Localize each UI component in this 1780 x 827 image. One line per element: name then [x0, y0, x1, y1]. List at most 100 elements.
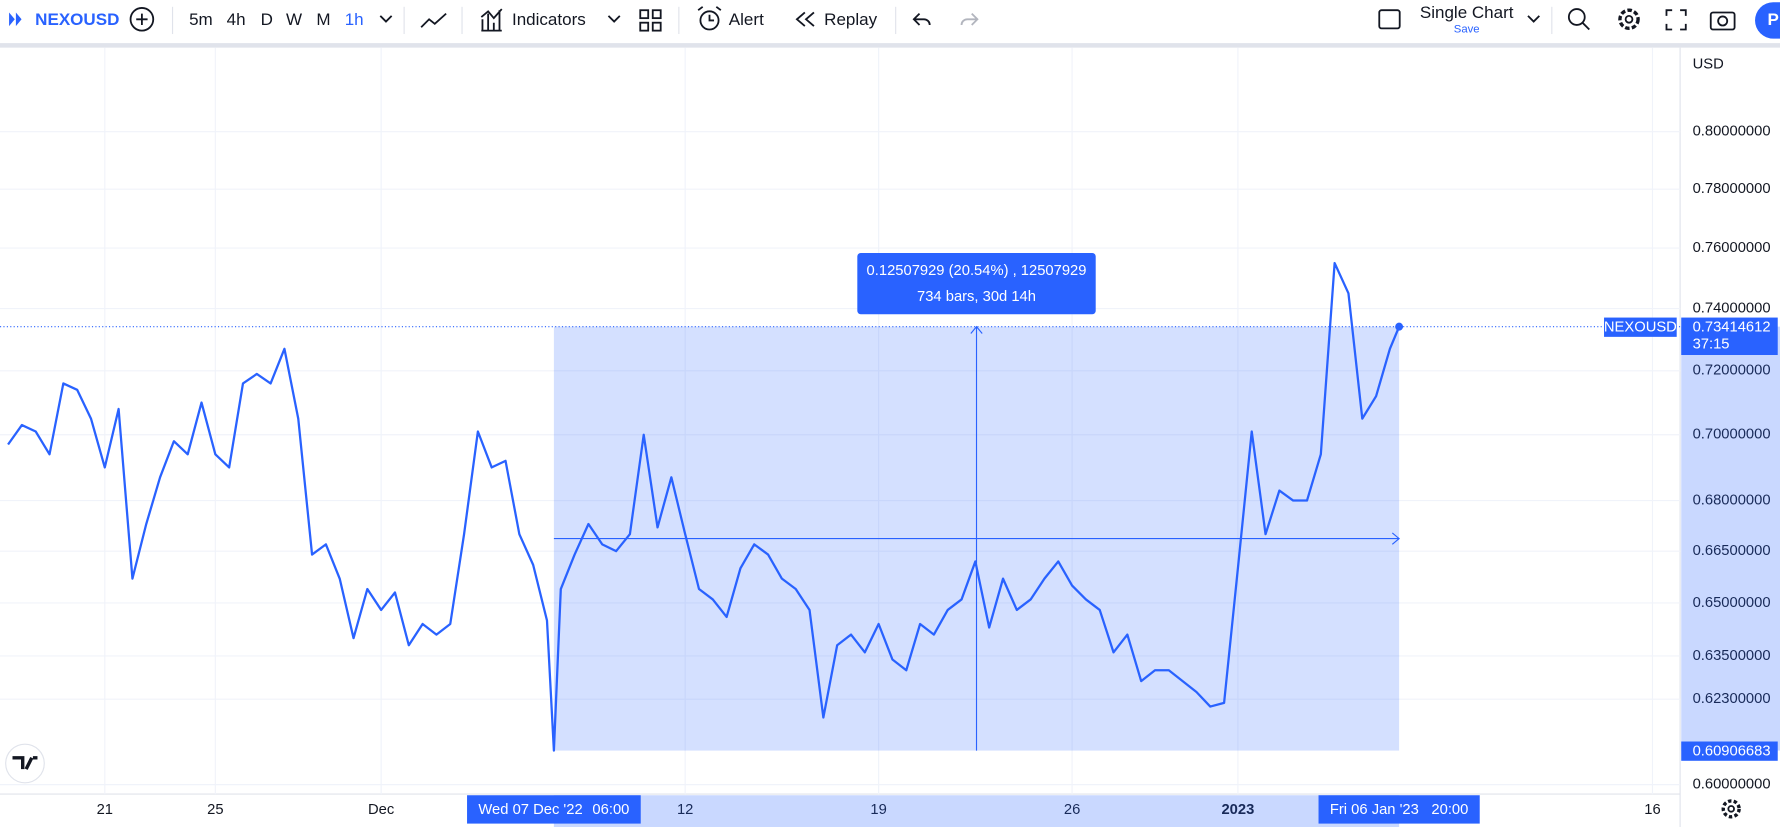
- y-tick-label: 0.68000000: [1693, 492, 1771, 508]
- gear-core: [1624, 14, 1634, 24]
- publish-bg: [1755, 2, 1780, 39]
- y-tick-label: 0.78000000: [1693, 181, 1771, 197]
- save-text: Save: [1454, 23, 1480, 35]
- measure-tooltip: [857, 252, 1096, 315]
- undo-icon[interactable]: [912, 12, 931, 26]
- logo-circle: [5, 743, 45, 784]
- y-tick-label: 0.60000000: [1693, 777, 1771, 793]
- y-tick-label: 0.80000000: [1693, 124, 1771, 140]
- time-label-date: Fri 06 Jan '23: [1330, 802, 1419, 818]
- square: [651, 21, 662, 32]
- measure-info: 734 bars, 30d 14h: [917, 289, 1036, 305]
- snapshot-button[interactable]: [1709, 11, 1736, 31]
- axes: USD 0.80000000 0.78000000 0.76000000 0.7400…: [97, 57, 1780, 827]
- interval-button[interactable]: 4h: [227, 10, 246, 29]
- time-label-box: [467, 795, 641, 824]
- search-handle: [1581, 22, 1590, 31]
- fullscreen-icon[interactable]: [1665, 9, 1687, 31]
- gear-teeth: [1721, 799, 1741, 819]
- symbol-icon: [9, 12, 22, 27]
- symbol-tag-label: NEXOUSD: [1604, 320, 1677, 336]
- publish-button[interactable]: P: [1755, 2, 1780, 39]
- time-range-highlight: [553, 795, 1400, 827]
- price-range-highlight: [1681, 326, 1780, 751]
- layouts-button[interactable]: [639, 9, 662, 32]
- alert-text: Alert: [729, 10, 764, 29]
- symbol-text: NEXOUSD: [35, 10, 119, 29]
- interval-button[interactable]: 5m: [189, 10, 213, 29]
- measure-h-arrow: [553, 532, 1401, 545]
- time-label-time: 20:00: [1431, 802, 1468, 818]
- camera-body: [1709, 11, 1736, 31]
- y-tick-label: 0.65000000: [1693, 595, 1771, 611]
- time-settings-button[interactable]: [1721, 799, 1741, 819]
- time-label-time: 06:00: [592, 802, 629, 818]
- plus-circle: [129, 7, 155, 32]
- measure-info: 0.12507929 (20.54%) , 12507929: [867, 263, 1087, 279]
- interval-button[interactable]: D: [261, 10, 273, 29]
- last-price-dot: [1395, 322, 1404, 331]
- grid: [0, 47, 1681, 795]
- x-tick-label: Dec: [368, 802, 394, 818]
- alarm-icon: [699, 10, 720, 31]
- interval-button[interactable]: 1h: [345, 10, 364, 29]
- low-price-label: 0.60906683: [1693, 744, 1771, 760]
- gear-teeth: [1618, 8, 1640, 31]
- replay-icon: [795, 11, 815, 27]
- symbol-button[interactable]: NEXOUSD: [9, 10, 119, 29]
- square: [639, 21, 650, 32]
- square: [639, 9, 650, 20]
- chevron[interactable]: [1527, 15, 1540, 23]
- chevron[interactable]: [379, 15, 393, 23]
- x-tick-label: 16: [1644, 802, 1660, 818]
- alert-button[interactable]: Alert: [697, 6, 764, 31]
- logo-mark: [12, 756, 38, 770]
- currency-text[interactable]: USD: [1693, 57, 1724, 73]
- y-tick-label: 0.70000000: [1693, 427, 1771, 443]
- plot: 0.12507929 (20.54%) , 12507929 734 bars, …: [0, 252, 1681, 752]
- compare-button[interactable]: [129, 7, 155, 32]
- x-tick-label: 26: [1064, 802, 1080, 818]
- search-button[interactable]: [1567, 8, 1590, 31]
- y-tick-label: 0.63500000: [1693, 648, 1771, 664]
- settings-button[interactable]: [1618, 8, 1640, 31]
- y-tick-label: 0.74000000: [1693, 301, 1771, 317]
- layout-icon[interactable]: [1378, 9, 1401, 30]
- x-tick-label: 2023: [1221, 802, 1254, 818]
- plus: [136, 13, 148, 25]
- layout-button[interactable]: Single Chart Save: [1420, 3, 1514, 35]
- tv-logo: [5, 743, 45, 784]
- toolbar-border: [0, 43, 1780, 48]
- indicators-text: Indicators: [512, 10, 586, 29]
- publish-text: P: [1768, 10, 1779, 29]
- toolbar: NEXOUSD 5m 4h D W M 1h Indicators Alert Repla…: [0, 2, 1780, 48]
- chart-type-icon[interactable]: [420, 12, 447, 28]
- last-price-label: 0.73414612: [1693, 320, 1771, 336]
- countdown-label: 37:15: [1693, 337, 1730, 353]
- x-tick-label: 19: [870, 802, 886, 818]
- y-tick-label: 0.72000000: [1693, 363, 1771, 379]
- time-label-box: [1318, 795, 1480, 824]
- price-line: [7, 261, 1401, 752]
- indicators-icon: [480, 8, 503, 32]
- replay-text: Replay: [824, 10, 877, 29]
- y-tick-label: 0.76000000: [1693, 240, 1771, 256]
- interval-button[interactable]: W: [286, 10, 302, 29]
- chevron[interactable]: [607, 15, 621, 23]
- replay-button[interactable]: Replay: [795, 10, 878, 29]
- redo-icon[interactable]: [960, 12, 979, 26]
- time-label-date: Wed 07 Dec '22: [478, 802, 582, 818]
- indicators-button[interactable]: Indicators: [480, 8, 586, 32]
- search-icon: [1567, 8, 1586, 26]
- alarm-hands: [697, 6, 722, 22]
- y-tick-label: 0.66500000: [1693, 543, 1771, 559]
- square: [651, 9, 662, 20]
- interval-button[interactable]: M: [316, 10, 330, 29]
- y-tick-label: 0.62300000: [1693, 691, 1771, 707]
- x-tick-label: 12: [677, 802, 693, 818]
- layout-text: Single Chart: [1420, 3, 1514, 22]
- symbol-tag: [1604, 317, 1677, 337]
- interval-group: 5m 4h D W M 1h: [189, 10, 364, 29]
